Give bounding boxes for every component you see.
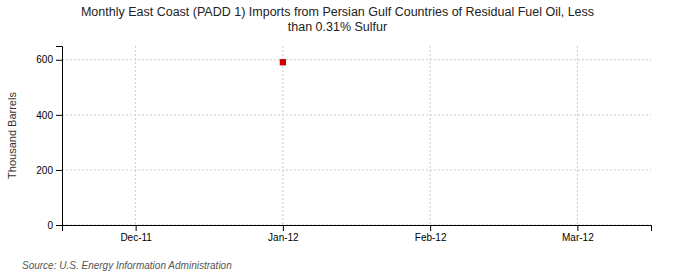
chart: Monthly East Coast (PADD 1) Imports from… (0, 0, 675, 275)
x-tick-label: Dec-11 (120, 232, 152, 243)
x-tick: Jan-12 (268, 225, 299, 243)
plot: Dec-11 Jan-12 Feb-12 Mar-12 0 200 400 600 (36, 46, 651, 243)
grid-line-y (62, 59, 651, 60)
x-tick-label: Feb-12 (415, 232, 447, 243)
y-tick: 400 (36, 110, 62, 121)
y-tick: 600 (36, 54, 62, 65)
y-axis: 0 200 400 600 (36, 47, 62, 231)
y-tick: 200 (36, 165, 62, 176)
x-tick-mark (577, 225, 578, 231)
y-tick-label: 600 (36, 54, 53, 65)
x-tick-label: Jan-12 (268, 232, 299, 243)
points (280, 59, 286, 65)
y-tick: 0 (47, 220, 62, 231)
y-axis-title: Thousand Barrels (6, 92, 18, 179)
title-line: than 0.31% Sulfur (288, 20, 387, 34)
grid-line-x (282, 46, 283, 225)
x-tick-mark (136, 225, 137, 231)
x-tick: Feb-12 (415, 225, 447, 243)
y-tick-label: 200 (36, 165, 53, 176)
grid-line-y (62, 169, 651, 170)
grid (62, 46, 651, 225)
grid-line-x (135, 46, 136, 225)
x-tick-mark (430, 225, 431, 231)
x-tick-mark (283, 225, 284, 231)
y-tick-mark (56, 225, 62, 226)
y-axis-line (56, 47, 63, 226)
y-tick-label: 400 (36, 110, 53, 121)
x-tick: Mar-12 (562, 225, 594, 243)
y-tick-mark (56, 115, 62, 116)
x-axis: Dec-11 Jan-12 Feb-12 Mar-12 (63, 225, 652, 243)
y-tick-label: 0 (47, 220, 53, 231)
x-tick-label: Mar-12 (562, 232, 594, 243)
y-tick-mark (56, 170, 62, 171)
source: Source: U.S. Energy Information Administ… (22, 260, 232, 271)
grid-line-x (430, 46, 431, 225)
title: Monthly East Coast (PADD 1) Imports from… (81, 5, 594, 34)
grid-line-x (577, 46, 578, 225)
y-tick-mark (56, 60, 62, 61)
x-tick: Dec-11 (120, 225, 152, 243)
point (280, 59, 286, 65)
x-axis-line (63, 226, 652, 232)
title-line: Monthly East Coast (PADD 1) Imports from… (81, 5, 594, 19)
grid-line-y (62, 114, 651, 115)
